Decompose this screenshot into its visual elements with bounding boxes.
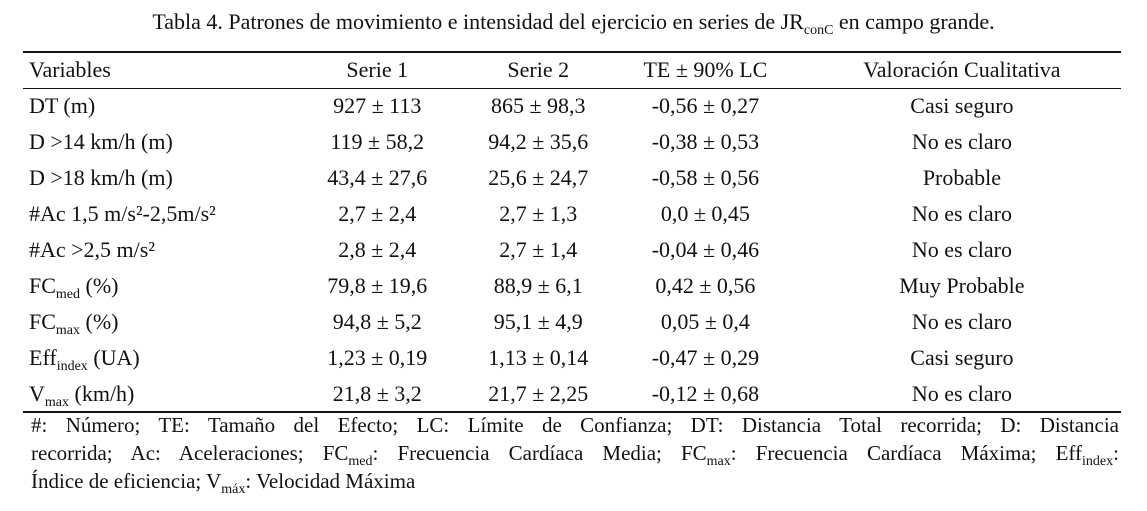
footnote-text: recorrida; Ac: Aceleraciones; FC: [31, 441, 349, 465]
cell-variable: Vmax (km/h): [23, 376, 286, 413]
cell-valoracion: Probable: [922, 165, 1002, 190]
cell-variable: #Ac 1,5 m/s²-2,5m/s²: [23, 196, 286, 232]
header-valoracion: Valoración Cualitativa: [802, 51, 1121, 89]
footnote-text: : Frecuencia Cardíaca Media; FC: [372, 441, 707, 465]
footnote-sub: máx: [221, 482, 246, 497]
variable-subscript: max: [55, 323, 81, 338]
variable-unit: (km/h): [69, 380, 135, 406]
footnote-text: : Frecuencia Cardíaca Máxima; Eff: [730, 441, 1083, 465]
cell-serie-2: 21,7 ± 2,25: [468, 376, 608, 413]
variable-name: D >18 km/h (m): [29, 165, 173, 190]
cell-variable: FCmax (%): [23, 304, 286, 340]
variable-name: #Ac 1,5 m/s²-2,5m/s²: [29, 201, 216, 226]
cell-serie-2: 95,1 ± 4,9: [493, 309, 583, 334]
cell-serie-1: 21,8 ± 3,2: [285, 376, 469, 413]
table-row: Effindex (UA) 1,23 ± 0,19 1,13 ± 0,14 -0,47…: [23, 340, 1121, 376]
cell-serie-1: 1,23 ± 0,19: [327, 345, 428, 370]
table-row: D >18 km/h (m) 43,4 ± 27,6 25,6 ± 24,7 -0,5…: [23, 160, 1121, 196]
cell-variable: D >18 km/h (m): [23, 160, 286, 196]
caption-subscript: conC: [803, 23, 834, 38]
header-serie-2: Serie 2: [468, 51, 608, 89]
data-table: Variables Serie 1 Serie 2 TE ± 90% LC Va…: [23, 51, 1121, 413]
table-body: DT (m) 927 ± 113 865 ± 98,3 -0,56 ± 0,27 Cas…: [23, 88, 1121, 413]
cell-variable: Effindex (UA): [23, 340, 286, 376]
variable-name: Eff: [29, 345, 57, 370]
cell-te: -0,47 ± 0,29: [651, 345, 760, 370]
cell-serie-1: 927 ± 113: [333, 93, 422, 119]
variable-unit: (UA): [87, 345, 140, 370]
cell-te: 0,42 ± 0,56: [655, 273, 756, 298]
table-row: D >14 km/h (m) 119 ± 58,2 94,2 ± 35,6 -0,38…: [23, 124, 1121, 160]
cell-serie-1: 79,8 ± 19,6: [327, 273, 428, 298]
cell-valoracion: No es claro: [911, 309, 1013, 334]
cell-serie-1: 43,4 ± 27,6: [327, 165, 428, 190]
variable-unit: (%): [80, 273, 119, 298]
footnote-line-2: recorrida; Ac: Aceleraciones; FCmed: Fre…: [31, 439, 1119, 469]
table-row: Vmax (km/h) 21,8 ± 3,2 21,7 ± 2,25 -0,12 ± …: [23, 376, 1121, 413]
table-row: #Ac 1,5 m/s²-2,5m/s² 2,7 ± 2,4 2,7 ± 1,3 0,…: [23, 196, 1121, 232]
variable-subscript: index: [56, 359, 88, 374]
cell-serie-1: 94,8 ± 5,2: [332, 309, 422, 334]
cell-serie-1: 2,8 ± 2,4: [338, 237, 417, 262]
cell-te: 0,0 ± 0,45: [660, 201, 750, 226]
variable-name: FC: [29, 273, 56, 298]
cell-variable: #Ac >2,5 m/s²: [23, 232, 286, 268]
cell-valoracion: No es claro: [911, 201, 1013, 226]
variable-name: DT (m): [29, 93, 96, 119]
variable-name: #Ac >2,5 m/s²: [29, 237, 155, 262]
cell-valoracion: No es claro: [911, 237, 1013, 262]
cell-serie-2: 2,7 ± 1,4: [499, 237, 578, 262]
cell-te: -0,58 ± 0,56: [651, 165, 760, 190]
cell-te: -0,04 ± 0,46: [651, 237, 760, 262]
header-row: Variables Serie 1 Serie 2 TE ± 90% LC Va…: [23, 51, 1121, 89]
variable-name: V: [29, 380, 45, 406]
cell-serie-2: 2,7 ± 1,3: [499, 201, 578, 226]
header-te: TE ± 90% LC: [607, 51, 803, 89]
variable-name: FC: [29, 309, 56, 334]
cell-variable: DT (m): [23, 88, 286, 124]
footnote-text: :: [1113, 441, 1119, 465]
variable-subscript: med: [55, 287, 81, 302]
cell-te: -0,38 ± 0,53: [651, 129, 760, 154]
table-row: FCmed (%) 79,8 ± 19,6 88,9 ± 6,1 0,42 ± 0,5…: [23, 268, 1121, 304]
table-row: #Ac >2,5 m/s² 2,8 ± 2,4 2,7 ± 1,4 -0,04 ± 0…: [23, 232, 1121, 268]
cell-serie-1: 2,7 ± 2,4: [338, 201, 417, 226]
cell-serie-2: 865 ± 98,3: [490, 93, 586, 119]
cell-serie-2: 88,9 ± 6,1: [493, 273, 583, 298]
caption-suffix: en campo grande.: [833, 9, 995, 34]
footnote-sub: index: [1082, 454, 1114, 469]
cell-valoracion: Casi seguro: [910, 345, 1014, 370]
footnote-text: Índice de eficiencia; V: [31, 469, 222, 493]
cell-variable: D >14 km/h (m): [23, 124, 286, 160]
cell-valoracion: Casi seguro: [910, 93, 1014, 119]
cell-valoracion: Muy Probable: [899, 273, 1025, 298]
footnote-sub: max: [706, 454, 731, 469]
footnote-sub: med: [348, 454, 373, 469]
table-footnote: #: Número; TE: Tamaño del Efecto; LC: Lí…: [31, 411, 1119, 497]
caption-prefix: Tabla 4. Patrones de movimiento e intens…: [152, 9, 804, 34]
table-caption: Tabla 4. Patrones de movimiento e intens…: [0, 6, 1147, 38]
variable-unit: (%): [80, 309, 119, 334]
cell-valoracion: No es claro: [802, 376, 1121, 413]
footnote-line-1: #: Número; TE: Tamaño del Efecto; LC: Lí…: [31, 413, 1119, 437]
cell-serie-1: 119 ± 58,2: [330, 129, 425, 154]
variable-subscript: max: [44, 394, 69, 410]
cell-te: -0,12 ± 0,68: [607, 376, 803, 413]
table-row: DT (m) 927 ± 113 865 ± 98,3 -0,56 ± 0,27 Cas…: [23, 88, 1121, 124]
cell-te: 0,05 ± 0,4: [660, 309, 750, 334]
variable-name: D >14 km/h (m): [29, 129, 173, 154]
table-row: FCmax (%) 94,8 ± 5,2 95,1 ± 4,9 0,05 ± 0,4 N…: [23, 304, 1121, 340]
cell-serie-2: 1,13 ± 0,14: [488, 345, 589, 370]
cell-variable: FCmed (%): [23, 268, 286, 304]
cell-serie-2: 25,6 ± 24,7: [488, 165, 589, 190]
cell-serie-2: 94,2 ± 35,6: [488, 129, 589, 154]
cell-valoracion: No es claro: [911, 129, 1013, 154]
header-variables: Variables: [23, 51, 286, 89]
footnote-line-3: Índice de eficiencia; Vmáx: Velocidad Má…: [31, 467, 1119, 497]
footnote-text: : Velocidad Máxima: [245, 469, 416, 493]
header-serie-1: Serie 1: [285, 51, 469, 89]
cell-te: -0,56 ± 0,27: [651, 93, 760, 119]
